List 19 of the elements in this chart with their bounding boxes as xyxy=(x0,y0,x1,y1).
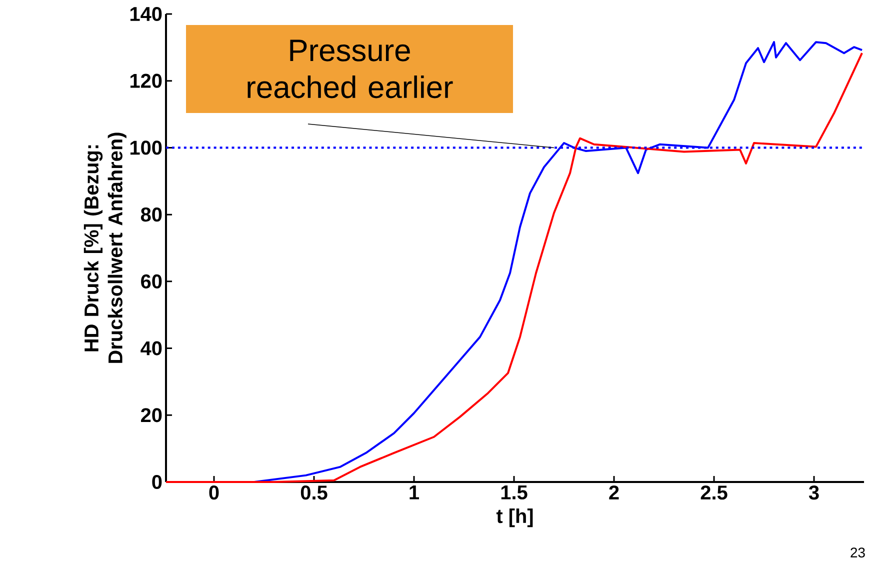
x-tick-label: 1 xyxy=(410,486,419,500)
x-axis-title: t [h] xyxy=(496,508,533,528)
y-axis-title: HD Druck [%] (Bezug: Drucksollwert Anfahren) xyxy=(84,132,126,363)
y-tick-label: 40 xyxy=(140,341,162,356)
x-tick-label: 1.5 xyxy=(501,486,528,500)
x-tick-label: 0 xyxy=(209,486,219,500)
x-tick-label: 2.5 xyxy=(700,486,728,500)
x-tick-label: 3 xyxy=(808,486,819,500)
y-tick-label: 20 xyxy=(141,408,162,422)
x-tick-label: 2 xyxy=(609,486,619,500)
text: 23 xyxy=(850,548,865,558)
y-tick-label: 100 xyxy=(130,140,162,155)
y-tick-label: 80 xyxy=(140,208,162,222)
y-tick-label: 140 xyxy=(130,6,162,22)
y-tick-label: 120 xyxy=(130,74,162,88)
annotation: Pressure reached earlier xyxy=(248,40,453,98)
x-tick-label: 0.5 xyxy=(300,486,328,500)
y-tick-label: 0 xyxy=(152,474,162,490)
y-tick-label: 60 xyxy=(141,274,162,288)
